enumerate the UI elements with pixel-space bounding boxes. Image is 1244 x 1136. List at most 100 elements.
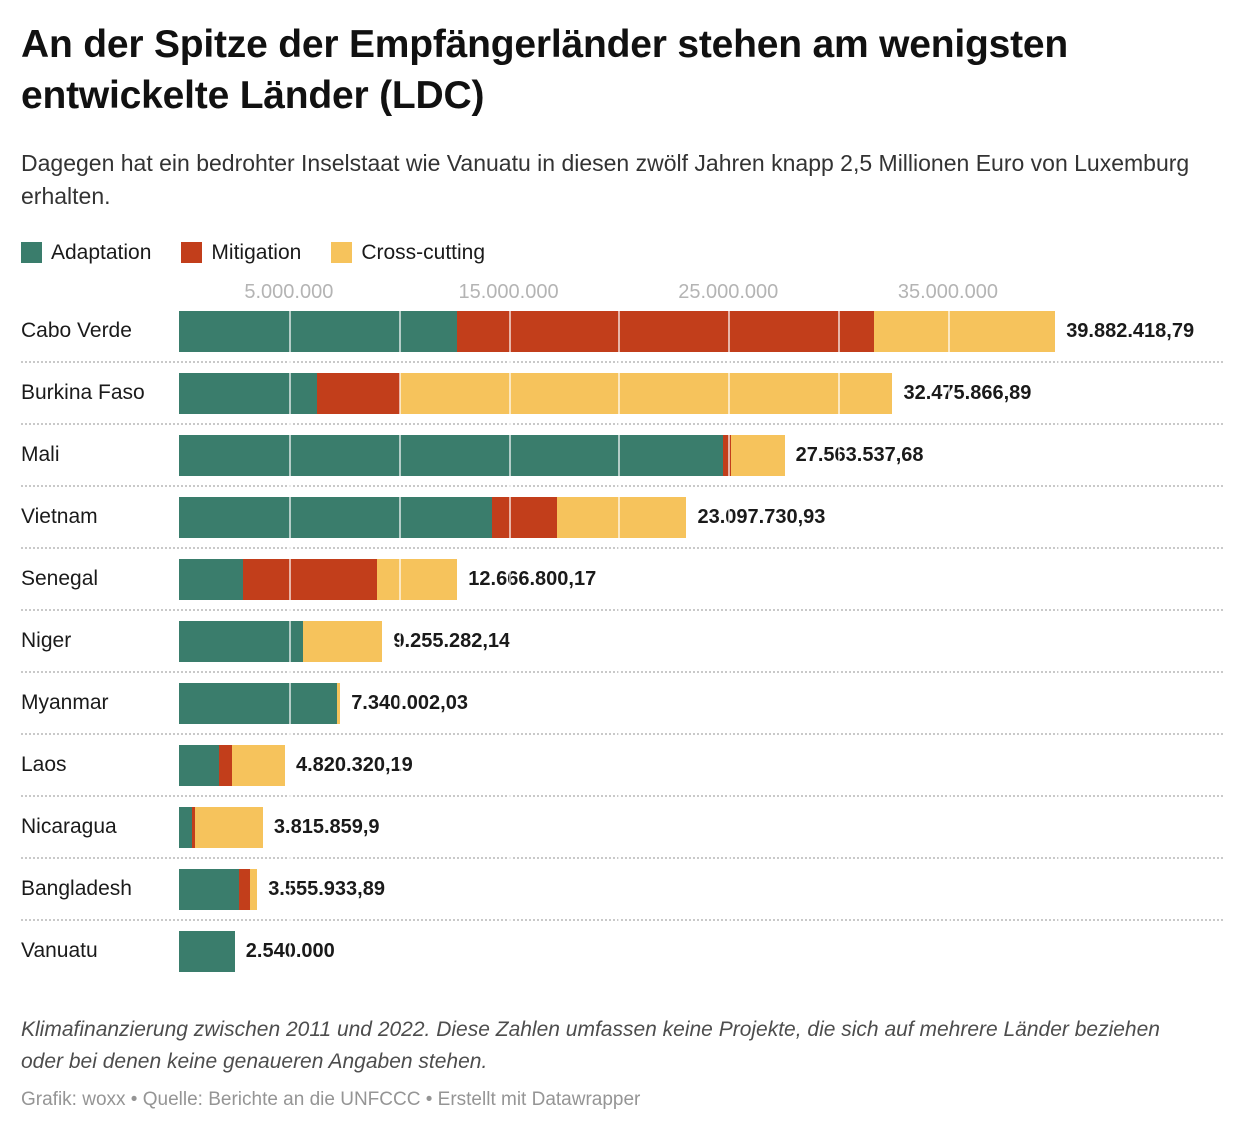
country-label: Bangladesh <box>21 877 132 901</box>
bar-segment-cross_cutting[interactable] <box>731 434 785 476</box>
bar-segment-mitigation[interactable] <box>723 434 732 476</box>
total-value-label: 3.815.859,9 <box>273 815 380 838</box>
total-value-label: 23.097.730,93 <box>697 505 826 528</box>
legend-item-mitigation: Mitigation <box>181 241 301 265</box>
x-axis-tick-label: 25.000.000 <box>678 280 779 303</box>
bar-segment-mitigation[interactable] <box>491 496 557 538</box>
bar-segment-adaptation[interactable] <box>179 620 303 662</box>
bar-segment-adaptation[interactable] <box>179 496 492 538</box>
bar-segment-mitigation[interactable] <box>317 372 400 414</box>
bar-segment-cross_cutting[interactable] <box>556 496 687 538</box>
row-separator <box>21 670 1223 673</box>
total-value-label: 32.475.866,89 <box>903 381 1032 404</box>
total-value-label: 9.255.282,14 <box>393 629 511 652</box>
bar-segment-adaptation[interactable] <box>179 930 235 972</box>
chart-row-vietnam: Vietnam 23.097.730,93 <box>21 496 1223 538</box>
row-separator <box>21 360 1223 363</box>
chart-footer: Klimafinanzierung zwischen 2011 und 2022… <box>21 1014 1223 1111</box>
bar-segment-adaptation[interactable] <box>179 372 317 414</box>
country-label: Nicaragua <box>21 815 117 839</box>
row-separator <box>21 732 1223 735</box>
bar-segment-cross_cutting[interactable] <box>399 372 893 414</box>
bar-segment-cross_cutting[interactable] <box>376 558 458 600</box>
stacked-bar-chart: 5.000.000 15.000.000 25.000.000 35.000.000 … <box>21 275 1223 972</box>
country-label: Mali <box>21 443 60 467</box>
stacked-bar <box>179 372 893 414</box>
chart-row-nicaragua: Nicaragua 3.815.859,9 <box>21 806 1223 848</box>
stacked-bar <box>179 434 785 476</box>
legend-label-adaptation: Adaptation <box>51 240 152 264</box>
chart-row-myanmar: Myanmar 7.340.002,03 <box>21 682 1223 724</box>
page-subtitle: Dagegen hat ein bedrohter Inselstaat wie… <box>21 150 1190 210</box>
row-separator <box>21 422 1223 425</box>
bar-segment-cross_cutting[interactable] <box>195 806 263 848</box>
stacked-bar <box>179 744 285 786</box>
bar-segment-cross_cutting[interactable] <box>249 868 258 910</box>
chart-row-vanuatu: Vanuatu 2.540.000 <box>21 930 1223 972</box>
chart-row-senegal: Senegal 12.666.800,17 <box>21 558 1223 600</box>
legend-label-mitigation: Mitigation <box>211 240 302 264</box>
x-axis-tick-label: 5.000.000 <box>244 280 334 303</box>
bar-segment-adaptation[interactable] <box>179 744 219 786</box>
bar-segment-adaptation[interactable] <box>179 434 723 476</box>
legend-swatch-cross_cutting <box>331 242 353 264</box>
chart-row-niger: Niger 9.255.282,14 <box>21 620 1223 662</box>
country-label: Senegal <box>21 567 99 591</box>
country-label: Vanuatu <box>21 939 98 963</box>
bar-segment-mitigation[interactable] <box>239 868 250 910</box>
total-value-label: 7.340.002,03 <box>351 691 468 714</box>
bar-segment-mitigation[interactable] <box>218 744 232 786</box>
chart-row-bangladesh: Bangladesh 3.555.933,89 <box>21 868 1223 910</box>
country-label: Burkina Faso <box>21 381 145 405</box>
country-label: Niger <box>21 629 72 653</box>
row-separator <box>21 856 1223 859</box>
bar-segment-adaptation[interactable] <box>179 868 239 910</box>
bar-segment-mitigation[interactable] <box>456 310 874 352</box>
bar-segment-adaptation[interactable] <box>179 682 337 724</box>
footer-note: Klimafinanzierung zwischen 2011 und 2022… <box>21 1017 1160 1074</box>
total-value-label: 39.882.418,79 <box>1066 319 1195 342</box>
bar-segment-adaptation[interactable] <box>179 310 457 352</box>
row-separator <box>21 608 1223 611</box>
stacked-bar <box>179 868 258 910</box>
stacked-bar <box>179 682 341 724</box>
footer-credits: Grafik: woxx • Quelle: Berichte an die U… <box>21 1088 641 1110</box>
total-value-label: 2.540.000 <box>245 939 335 962</box>
bar-segment-mitigation[interactable] <box>242 558 377 600</box>
legend-swatch-adaptation <box>21 242 42 264</box>
row-separator <box>21 484 1223 487</box>
country-label: Vietnam <box>21 505 98 529</box>
country-label: Laos <box>21 753 67 777</box>
legend: Adaptation Mitigation Cross-cutting <box>21 241 1223 265</box>
legend-swatch-mitigation <box>181 242 203 264</box>
x-axis: 5.000.000 15.000.000 25.000.000 35.000.000 <box>21 275 1223 311</box>
bar-segment-cross_cutting[interactable] <box>231 744 285 786</box>
chart-row-laos: Laos 4.820.320,19 <box>21 744 1223 786</box>
chart-rows: Cabo Verde 39.882.418,79 Burkina Faso 32.47… <box>21 310 1223 972</box>
legend-item-cross_cutting: Cross-cutting <box>331 241 485 265</box>
chart-row-mali: Mali 27.563.537,68 <box>21 434 1223 476</box>
row-separator <box>21 546 1223 549</box>
chart-row-burkina-faso: Burkina Faso 32.475.866,89 <box>21 372 1223 414</box>
legend-label-cross_cutting: Cross-cutting <box>361 240 486 264</box>
country-label: Myanmar <box>21 691 109 715</box>
stacked-bar <box>179 930 235 972</box>
bar-segment-cross_cutting[interactable] <box>873 310 1056 352</box>
stacked-bar <box>179 558 458 600</box>
row-separator <box>21 794 1223 797</box>
stacked-bar <box>179 620 383 662</box>
bar-segment-cross_cutting[interactable] <box>302 620 383 662</box>
total-value-label: 27.563.537,68 <box>795 443 924 466</box>
bar-segment-adaptation[interactable] <box>179 558 243 600</box>
bar-segment-adaptation[interactable] <box>179 806 192 848</box>
x-axis-tick-label: 15.000.000 <box>458 280 559 303</box>
bar-segment-mitigation[interactable] <box>192 806 196 848</box>
x-axis-tick-label: 35.000.000 <box>897 280 998 303</box>
bar-segment-cross_cutting[interactable] <box>336 682 341 724</box>
stacked-bar <box>179 310 1056 352</box>
legend-item-adaptation: Adaptation <box>21 241 151 265</box>
total-value-label: 4.820.320,19 <box>295 753 413 776</box>
country-label: Cabo Verde <box>21 319 132 343</box>
row-separator <box>21 918 1223 921</box>
